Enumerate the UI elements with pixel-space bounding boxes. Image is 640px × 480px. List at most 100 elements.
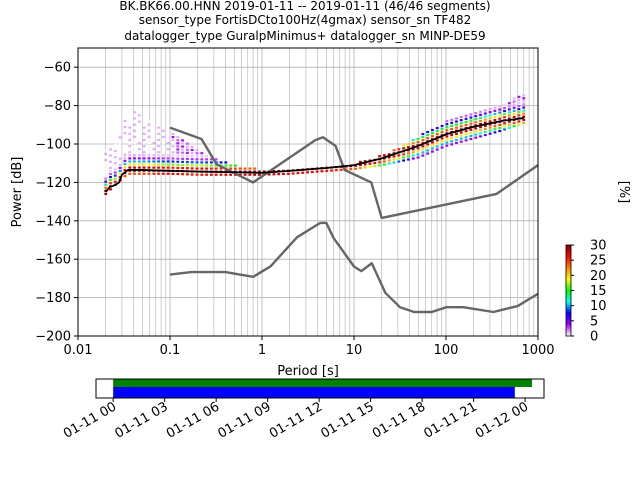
- histogram-cell: [147, 135, 151, 138]
- histogram-cell: [166, 157, 170, 160]
- histogram-cell: [185, 157, 189, 161]
- histogram-cell: [310, 170, 314, 174]
- histogram-cell: [109, 160, 112, 163]
- histogram-cell: [474, 121, 478, 124]
- histogram-cell: [488, 123, 492, 126]
- histogram-cell: [123, 119, 127, 123]
- histogram-cell: [176, 172, 180, 176]
- histogram-cell: [185, 148, 189, 151]
- histogram-cell: [142, 123, 146, 126]
- histogram-cell: [440, 131, 444, 134]
- histogram-cell: [133, 163, 136, 166]
- histogram-cell: [416, 137, 420, 141]
- histogram-cell: [147, 172, 151, 175]
- histogram-cell: [421, 148, 425, 151]
- histogram-cell: [133, 160, 136, 163]
- histogram-cell: [445, 135, 449, 138]
- histogram-cell: [190, 151, 194, 155]
- colorbar-tick-label: 10: [590, 299, 607, 314]
- histogram-cell: [113, 171, 117, 174]
- histogram-cell: [498, 117, 502, 120]
- y-tick-label: −160: [35, 253, 71, 268]
- histogram-cell: [426, 143, 430, 146]
- histogram-cell: [181, 151, 184, 154]
- histogram-cell: [157, 172, 160, 175]
- histogram-cell: [176, 148, 180, 151]
- histogram-cell: [224, 164, 228, 167]
- histogram-cell: [161, 157, 165, 160]
- histogram-cell: [522, 109, 526, 112]
- histogram-cell: [426, 152, 430, 155]
- histogram-cell: [243, 173, 247, 176]
- histogram-cell: [128, 120, 132, 123]
- histogram-cell: [185, 151, 189, 154]
- histogram-cell: [118, 163, 122, 166]
- histogram-cell: [253, 170, 257, 173]
- histogram-cell: [109, 148, 112, 151]
- histogram-cell: [161, 154, 165, 157]
- histogram-cell: [512, 122, 516, 125]
- histogram-cell: [123, 150, 127, 153]
- histogram-cell: [133, 172, 136, 175]
- mean-power-line: [104, 117, 524, 193]
- histogram-cell: [123, 159, 127, 162]
- histogram-cell: [176, 145, 180, 148]
- histogram-cell: [171, 138, 175, 142]
- histogram-cell: [387, 156, 391, 159]
- histogram-cell: [137, 135, 141, 138]
- histogram-cell: [157, 135, 160, 138]
- histogram-cell: [128, 129, 132, 132]
- histogram-cell: [503, 113, 506, 116]
- histogram-cell: [479, 132, 482, 135]
- histogram-cell: [113, 156, 117, 159]
- y-tick-label: −120: [35, 176, 71, 191]
- histogram-cell: [306, 171, 309, 174]
- histogram-cell: [166, 138, 170, 142]
- histogram-cell: [133, 132, 136, 135]
- histogram-cell: [133, 120, 136, 123]
- grid-lines: [77, 48, 538, 337]
- histogram-cell: [426, 149, 430, 152]
- histogram-cell: [157, 160, 160, 163]
- histogram-cell: [185, 167, 189, 170]
- histogram-cell: [104, 180, 108, 183]
- histogram-cell: [522, 118, 526, 121]
- histogram-cell: [195, 149, 199, 152]
- histogram-cell: [455, 141, 458, 145]
- histogram-cell: [142, 154, 146, 157]
- histogram-cell: [416, 141, 420, 144]
- histogram-cell: [142, 135, 146, 138]
- histogram-cell: [161, 160, 165, 163]
- histogram-cell: [469, 122, 473, 125]
- histogram-cell: [128, 157, 132, 160]
- histogram-cell: [469, 134, 473, 138]
- histogram-cell: [503, 125, 506, 128]
- histogram-cell: [493, 125, 497, 128]
- histogram-cell: [147, 145, 151, 148]
- histogram-cell: [315, 170, 319, 173]
- histogram-cell: [334, 169, 338, 172]
- histogram-cell: [474, 118, 478, 121]
- ppsd-histogram: [104, 94, 526, 196]
- coverage-bar-green: [113, 379, 532, 387]
- histogram-cell: [469, 113, 473, 116]
- histogram-cell: [416, 150, 420, 153]
- histogram-cell: [469, 119, 473, 122]
- histogram-cell: [133, 126, 136, 129]
- histogram-cell: [133, 151, 136, 154]
- histogram-cell: [104, 162, 108, 165]
- histogram-cell: [161, 135, 165, 138]
- colorbar-tick-label: 25: [590, 254, 607, 269]
- histogram-cell: [464, 123, 468, 127]
- low-noise-model-line: [169, 221, 539, 314]
- histogram-cell: [113, 146, 117, 150]
- histogram-cell: [137, 120, 141, 123]
- histogram-cell: [431, 144, 434, 147]
- histogram-cell: [210, 158, 213, 161]
- histogram-cell: [459, 134, 463, 137]
- histogram-cell: [195, 155, 199, 158]
- histogram-cell: [166, 132, 170, 135]
- histogram-cell: [450, 143, 454, 146]
- histogram-cell: [411, 145, 415, 148]
- histogram-cell: [181, 142, 184, 145]
